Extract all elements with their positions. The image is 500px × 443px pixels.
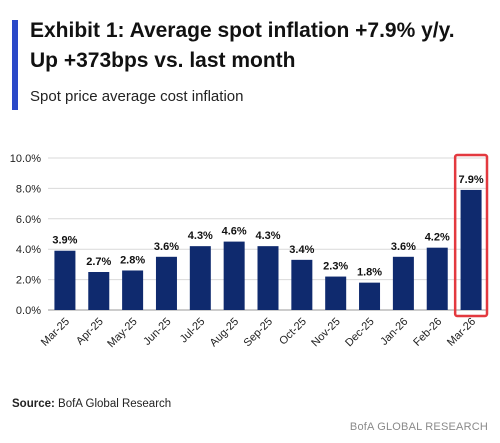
chart-title: Exhibit 1: Average spot inflation +7.9% … (30, 16, 490, 76)
data-label: 2.3% (323, 261, 348, 273)
branding-text: BofA GLOBAL RESEARCH (349, 421, 488, 433)
x-tick-label: Feb-26 (411, 316, 444, 349)
bar (325, 276, 347, 310)
y-tick-label: 2.0% (16, 275, 41, 287)
bar (257, 246, 279, 310)
source-text: BofA Global Research (58, 398, 172, 410)
x-tick-label: Aug-25 (208, 316, 242, 350)
y-tick-label: 4.0% (16, 244, 41, 256)
y-tick-label: 10.0% (10, 153, 41, 165)
x-tick-label: Jan-26 (378, 316, 410, 348)
bar (223, 241, 245, 310)
data-label: 4.3% (188, 230, 213, 242)
x-tick-label: Dec-25 (343, 316, 377, 350)
x-tick-label: May-25 (105, 316, 139, 350)
y-tick-label: 6.0% (16, 214, 41, 226)
highlight-box (453, 153, 489, 318)
data-label: 4.6% (222, 226, 247, 238)
source-label: Source: (12, 398, 55, 410)
x-tick-label: Sep-25 (242, 316, 276, 350)
data-label: 3.6% (154, 241, 179, 253)
bar (189, 246, 211, 310)
x-tick-label: Jul-25 (178, 316, 208, 346)
bar (54, 250, 76, 310)
x-tick-label: Mar-25 (39, 316, 72, 349)
data-label: 3.6% (391, 241, 416, 253)
bar (155, 256, 177, 310)
title-line-1: Exhibit 1: Average spot inflation +7.9% … (30, 19, 455, 42)
data-label: 3.9% (52, 235, 77, 247)
source-line: Source: BofA Global Research (12, 398, 171, 410)
bar (426, 247, 448, 310)
bar (122, 270, 144, 310)
x-tick-label: Nov-25 (309, 316, 343, 350)
bar-chart: 0.0% 2.0% 4.0% 6.0% 8.0% 10.0% 3.9% Mar-25 2.7% A… (10, 153, 489, 350)
bar (291, 259, 313, 310)
x-tick-label: Jun-25 (141, 316, 173, 348)
data-label: 1.8% (357, 267, 382, 279)
y-tick-label: 8.0% (16, 183, 41, 195)
data-label: 7.9% (459, 174, 484, 186)
bar (460, 189, 482, 310)
accent-bar (12, 20, 18, 110)
bar (359, 282, 381, 310)
data-label: 4.3% (255, 230, 280, 242)
data-label: 2.8% (120, 254, 145, 266)
data-label: 4.2% (425, 232, 450, 244)
data-label: 3.4% (289, 244, 314, 256)
data-label: 2.7% (86, 256, 111, 268)
x-tick-label: Oct-25 (277, 316, 309, 348)
y-tick-label: 0.0% (16, 305, 41, 317)
title-line-2: Up +373bps vs. last month (30, 49, 296, 72)
bar (392, 256, 414, 310)
x-tick-label: Mar-26 (445, 316, 478, 349)
chart-subtitle: Spot price average cost inflation (30, 88, 244, 105)
bar (88, 272, 110, 310)
x-tick-label: Apr-25 (74, 316, 106, 348)
